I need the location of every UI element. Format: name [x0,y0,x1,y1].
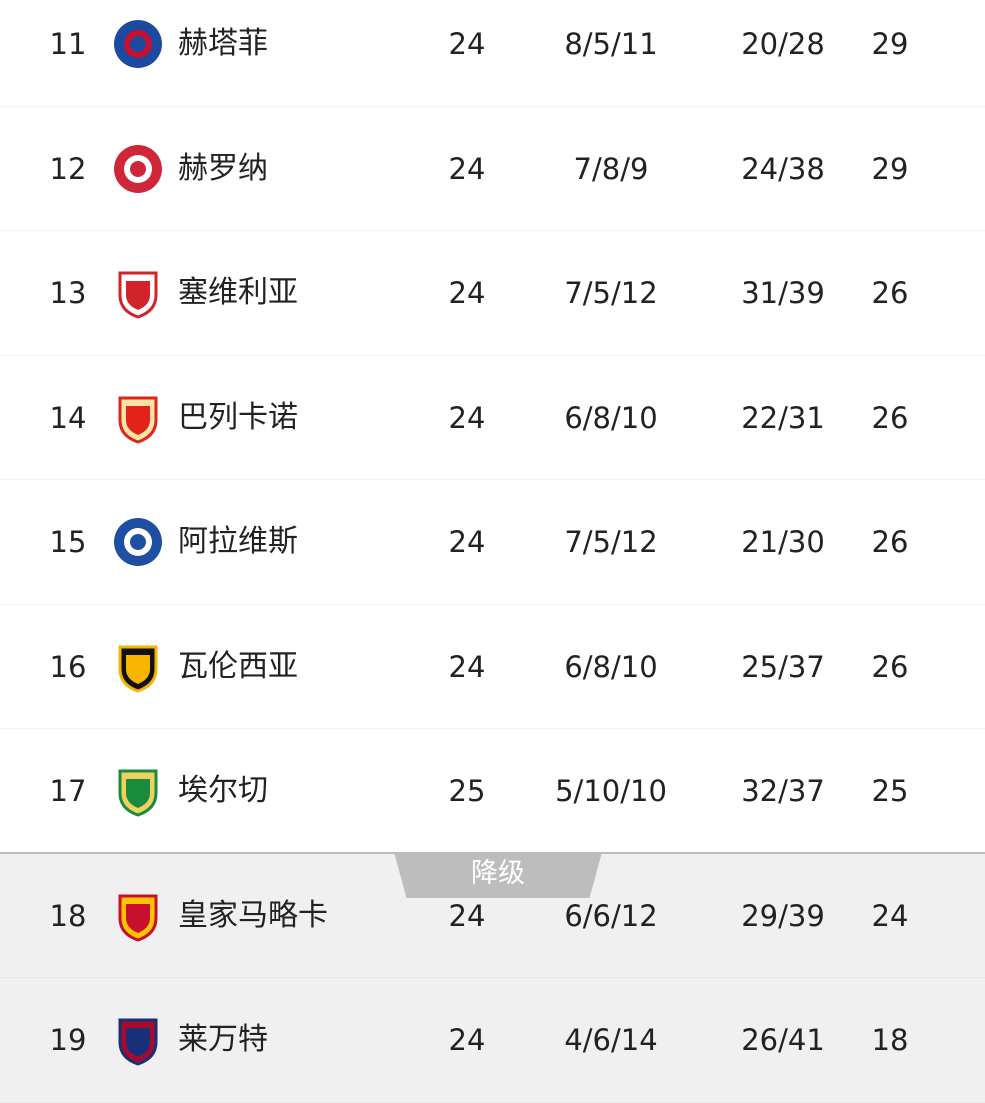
rank: 12 [49,151,87,186]
girona-crest-icon [114,144,162,193]
rayo-vallecano-crest-icon [118,396,158,444]
rank: 14 [49,400,87,435]
rank: 19 [49,1023,87,1057]
win-draw-loss: 7/5/12 [564,525,658,559]
mallorca-crest-icon [118,894,158,942]
getafe-crest-icon [114,20,162,68]
points: 24 [871,898,909,933]
table-row[interactable]: 13 塞维利亚 24 7/5/12 31/39 26 [0,231,985,356]
elche-crest-icon [118,769,158,817]
team-name[interactable]: 皇家马略卡 [178,897,328,933]
goals-for-against: 24/38 [741,151,825,186]
team-name[interactable]: 埃尔切 [178,773,268,808]
points: 25 [871,774,909,808]
rank: 15 [49,525,87,559]
team-name[interactable]: 巴列卡诺 [178,399,298,435]
team-name[interactable]: 莱万特 [178,1022,268,1057]
points: 26 [871,400,909,435]
matches-played: 25 [448,774,486,808]
goals-for-against: 29/39 [741,898,825,933]
rank: 17 [49,774,87,808]
win-draw-loss: 8/5/11 [564,27,658,61]
matches-played: 24 [448,1023,486,1057]
rank: 11 [49,27,87,61]
matches-played: 24 [448,649,486,684]
team-name[interactable]: 瓦伦西亚 [178,648,298,684]
table-row[interactable]: 19 莱万特 24 4/6/14 26/41 18 [0,978,985,1103]
win-draw-loss: 6/8/10 [564,649,658,684]
win-draw-loss: 5/10/10 [555,774,667,808]
matches-played: 24 [448,151,486,186]
goals-for-against: 32/37 [741,774,825,808]
matches-played: 24 [448,276,486,310]
points: 29 [871,151,909,186]
levante-crest-icon [118,1018,158,1066]
win-draw-loss: 7/8/9 [573,151,649,186]
win-draw-loss: 4/6/14 [564,1023,658,1057]
rank: 18 [49,898,87,933]
points: 26 [871,525,909,559]
goals-for-against: 21/30 [741,525,825,559]
win-draw-loss: 6/8/10 [564,400,658,435]
table-row[interactable]: 12 赫罗纳 24 7/8/9 24/38 29 [0,107,985,231]
relegation-zone-label: 降级 [394,852,602,898]
table-row[interactable]: 11 赫塔菲 24 8/5/11 20/28 29 [0,0,985,107]
team-name[interactable]: 阿拉维斯 [178,524,298,559]
points: 26 [871,649,909,684]
rank: 16 [49,649,87,684]
goals-for-against: 31/39 [741,276,825,310]
table-row[interactable]: 14 巴列卡诺 24 6/8/10 22/31 26 [0,356,985,480]
team-name[interactable]: 赫罗纳 [178,150,268,186]
rank: 13 [49,276,87,310]
goals-for-against: 22/31 [741,400,825,435]
table-row[interactable]: 17 埃尔切 25 5/10/10 32/37 25 [0,729,985,854]
alaves-crest-icon [114,518,162,566]
points: 26 [871,276,909,310]
table-row[interactable]: 15 阿拉维斯 24 7/5/12 21/30 26 [0,480,985,605]
matches-played: 24 [448,400,486,435]
valencia-crest-icon [118,645,158,693]
points: 18 [871,1023,909,1057]
points: 29 [871,27,909,61]
table-row[interactable]: 16 瓦伦西亚 24 6/8/10 25/37 26 [0,605,985,729]
goals-for-against: 25/37 [741,649,825,684]
team-name[interactable]: 塞维利亚 [178,275,298,310]
matches-played: 24 [448,525,486,559]
win-draw-loss: 7/5/12 [564,276,658,310]
win-draw-loss: 6/6/12 [564,898,658,933]
goals-for-against: 20/28 [741,27,825,61]
matches-played: 24 [448,898,486,933]
matches-played: 24 [448,27,486,61]
sevilla-crest-icon [118,271,158,319]
goals-for-against: 26/41 [741,1023,825,1057]
team-name[interactable]: 赫塔菲 [178,26,268,61]
